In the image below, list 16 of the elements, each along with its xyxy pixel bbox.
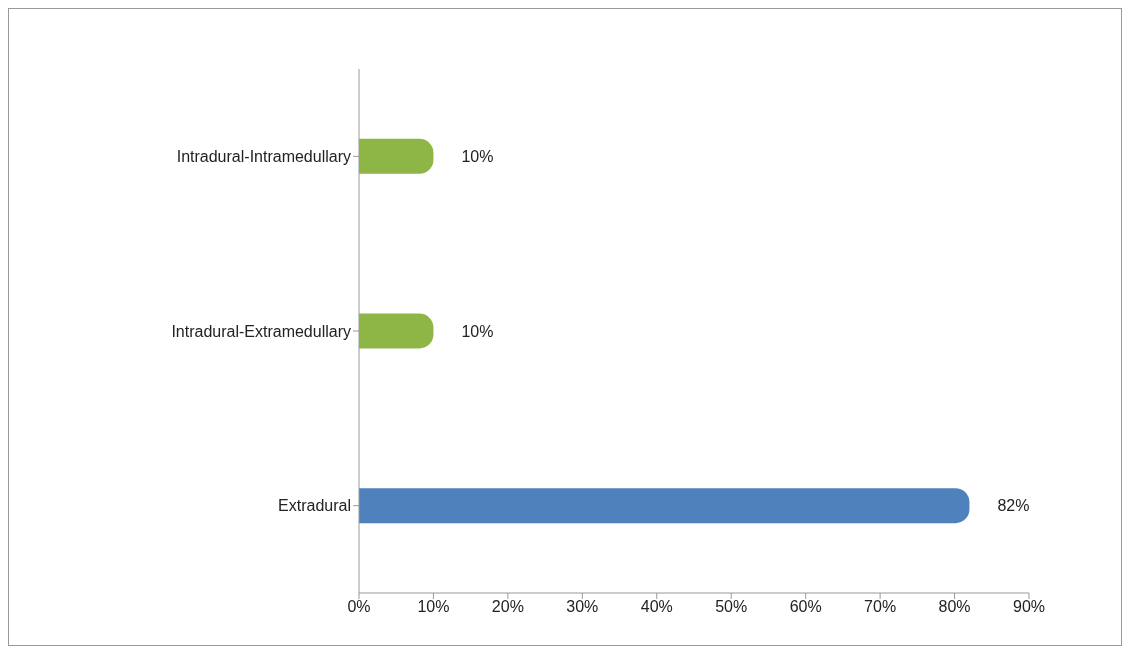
x-tick-label: 0% bbox=[347, 598, 371, 616]
x-tick-label: 10% bbox=[417, 598, 450, 616]
data-label: 82% bbox=[997, 497, 1030, 515]
y-tick-label: Intradural-Extramedullary bbox=[171, 322, 351, 340]
x-tick-label: 40% bbox=[640, 598, 673, 616]
x-tick-label: 60% bbox=[789, 598, 822, 616]
x-tick-label: 90% bbox=[1012, 598, 1046, 616]
data-label: 10% bbox=[461, 148, 494, 166]
y-tick-label: Intradural-Intramedullary bbox=[176, 148, 351, 166]
x-tick-label: 30% bbox=[566, 598, 599, 616]
x-tick-label: 20% bbox=[491, 598, 524, 616]
x-tick-label: 70% bbox=[864, 598, 897, 616]
data-label: 10% bbox=[461, 322, 494, 340]
y-tick-label: Extradural bbox=[278, 497, 351, 515]
x-tick-label: 50% bbox=[715, 598, 748, 616]
x-tick-label: 80% bbox=[938, 598, 971, 616]
